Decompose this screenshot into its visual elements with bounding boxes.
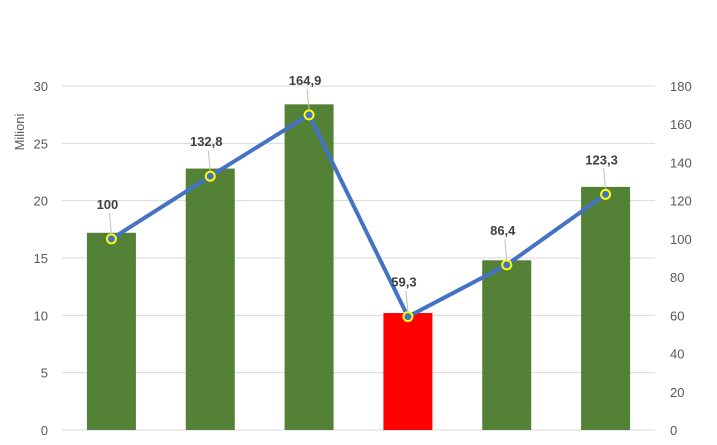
- right-axis-tick-label: 120: [670, 194, 692, 209]
- data-label: 123,3: [585, 152, 618, 167]
- bar-series: [86, 104, 631, 430]
- data-label: 86,4: [490, 223, 516, 238]
- left-axis-ticks: 0 5 10 15 20 25 30: [34, 79, 48, 438]
- data-label: 100: [97, 197, 119, 212]
- label-leader: [108, 212, 112, 234]
- right-axis-tick-label: 60: [670, 308, 684, 323]
- data-label: 164,9: [289, 73, 322, 88]
- right-axis-tick-label: 80: [670, 270, 684, 285]
- left-axis-tick-label: 30: [34, 79, 48, 94]
- bar: [383, 313, 433, 430]
- line-series: [105, 109, 612, 323]
- label-leader: [603, 168, 607, 190]
- left-axis-tick-label: 15: [34, 251, 48, 266]
- left-axis-tick-label: 10: [34, 308, 48, 323]
- line-point: [204, 170, 216, 182]
- right-axis-tick-label: 20: [670, 385, 684, 400]
- right-axis-tick-label: 160: [670, 117, 692, 132]
- line-point: [600, 188, 612, 200]
- left-axis-tick-label: 20: [34, 194, 48, 209]
- label-leader: [504, 238, 508, 260]
- right-axis-tick-label: 180: [670, 79, 692, 94]
- line-point: [303, 109, 315, 121]
- bar: [581, 186, 631, 430]
- left-axis-tick-label: 0: [41, 423, 48, 438]
- gridlines: [62, 85, 655, 431]
- left-axis-tick-label: 5: [41, 366, 48, 381]
- right-axis-ticks: 0 20 40 60 80 100 120 140 160 180: [670, 79, 692, 438]
- left-axis-tick-label: 25: [34, 136, 48, 151]
- bar: [284, 104, 334, 430]
- label-leader: [207, 150, 211, 172]
- bar: [185, 168, 235, 430]
- data-label: 132,8: [190, 134, 223, 149]
- right-axis-tick-label: 100: [670, 232, 692, 247]
- right-axis-tick-label: 140: [670, 155, 692, 170]
- line-path: [110, 112, 607, 319]
- line-point: [501, 259, 513, 271]
- bar: [86, 232, 136, 430]
- right-axis-tick-label: 0: [670, 423, 677, 438]
- line-point: [105, 233, 117, 245]
- left-axis-title: Milioni: [12, 113, 27, 150]
- data-labels: 100 132,8 164,9 59,3 86,4 123,3: [97, 73, 618, 312]
- bar: [482, 260, 532, 430]
- label-leader: [405, 290, 409, 312]
- label-leader: [306, 88, 310, 110]
- right-axis-tick-label: 40: [670, 347, 684, 362]
- line-point: [402, 311, 414, 323]
- data-label: 59,3: [391, 275, 416, 290]
